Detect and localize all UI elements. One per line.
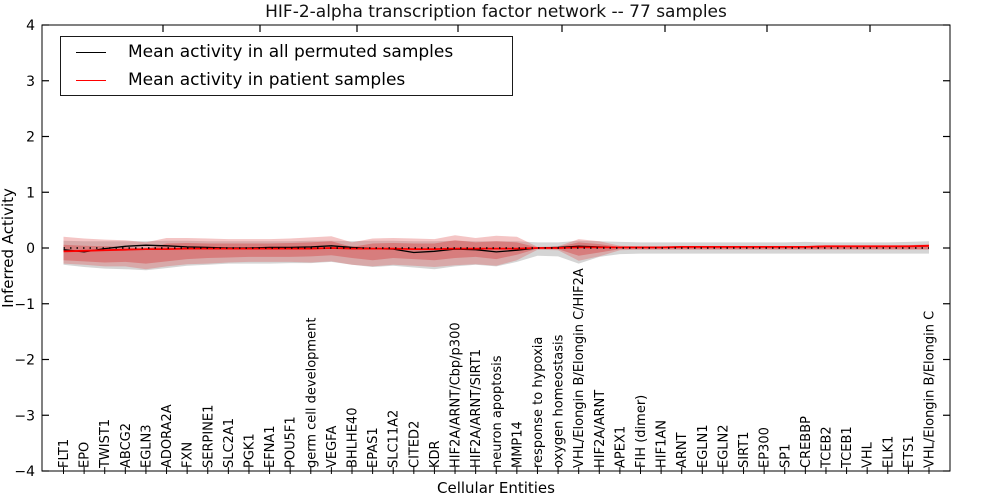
x-tick-label: CREBBP <box>799 416 814 468</box>
x-tick-label: VHL <box>861 441 876 468</box>
x-tick-label: germ cell development <box>304 318 319 468</box>
x-tick-label: VHL/Elongin B/Elongin C <box>923 311 938 468</box>
x-tick-label: PGK1 <box>242 433 257 468</box>
x-tick-label: HIF2A/ARNT/Cbp/p300 <box>449 322 464 468</box>
x-tick-label: ABCG2 <box>119 423 134 468</box>
y-tick-label: 1 <box>26 185 35 201</box>
y-tick-label: −2 <box>14 353 35 369</box>
permuted-line-sample-icon <box>76 51 106 53</box>
x-tick-label: KDR <box>428 440 443 468</box>
patient-line-sample-icon <box>76 79 106 81</box>
x-tick-label: HIF2A/ARNT/SIRT1 <box>469 349 484 468</box>
x-tick-label: oxygen homeostasis <box>552 334 567 468</box>
x-tick-label: EGLN1 <box>696 424 711 468</box>
y-tick-label: 2 <box>26 130 35 146</box>
x-tick-label: ARNT <box>675 432 690 468</box>
x-tick-label: ELK1 <box>881 436 896 468</box>
y-tick-label: −1 <box>14 297 35 313</box>
y-tick-label: 4 <box>26 18 35 34</box>
x-tick-label: HIF1AN <box>655 420 670 468</box>
x-tick-label: TCEB1 <box>840 426 855 469</box>
legend-entry-permuted: Mean activity in all permuted samples <box>61 38 512 66</box>
x-tick-label: POU5F1 <box>284 416 299 468</box>
x-tick-label: EFNA1 <box>263 425 278 468</box>
x-axis-label: Cellular Entities <box>437 479 555 497</box>
x-tick-label: SERPINE1 <box>201 405 216 468</box>
x-tick-label: EPO <box>78 442 93 468</box>
x-tick-label: MMP14 <box>510 421 525 468</box>
x-tick-label: response to hypoxia <box>531 337 546 468</box>
x-tick-label: VHL/Elongin B/Elongin C/HIF2A <box>572 268 587 468</box>
x-tick-label: APEX1 <box>613 426 628 468</box>
x-tick-label: neuron apoptosis <box>490 355 505 468</box>
x-tick-label: FLT1 <box>57 439 72 468</box>
x-tick-label: TWIST1 <box>98 419 113 469</box>
legend: Mean activity in all permuted samples Me… <box>60 36 513 96</box>
x-tick-label: EGLN2 <box>716 424 731 468</box>
legend-label-permuted: Mean activity in all permuted samples <box>128 42 454 62</box>
x-tick-label: EPAS1 <box>366 427 381 468</box>
x-tick-label: SLC11A2 <box>387 410 402 468</box>
x-tick-label: ADORA2A <box>160 404 175 468</box>
x-tick-label: VEGFA <box>325 426 340 468</box>
x-tick-label: SP1 <box>778 444 793 468</box>
chart-title: HIF-2-alpha transcription factor network… <box>265 2 727 22</box>
x-tick-label: HIF2A/ARNT <box>593 390 608 468</box>
y-axis-label: Inferred Activity <box>0 188 17 308</box>
legend-label-patient: Mean activity in patient samples <box>128 70 406 90</box>
x-tick-label: EP300 <box>758 427 773 468</box>
x-tick-label: TCEB2 <box>819 426 834 469</box>
x-tick-label: ETS1 <box>902 435 917 468</box>
y-tick-label: 0 <box>26 241 35 257</box>
x-tick-label: SIRT1 <box>737 432 752 468</box>
y-tick-label: 3 <box>26 74 35 90</box>
x-tick-label: CITED2 <box>407 421 422 468</box>
legend-entry-patient: Mean activity in patient samples <box>61 66 512 94</box>
x-tick-label: EGLN3 <box>139 424 154 468</box>
y-tick-label: −4 <box>14 464 35 480</box>
x-tick-label: SLC2A1 <box>222 418 237 468</box>
y-tick-label: −3 <box>14 408 35 424</box>
x-tick-label: FXN <box>181 442 196 468</box>
x-tick-label: BHLHE40 <box>346 408 361 468</box>
x-tick-label: FIH (dimer) <box>634 395 649 468</box>
